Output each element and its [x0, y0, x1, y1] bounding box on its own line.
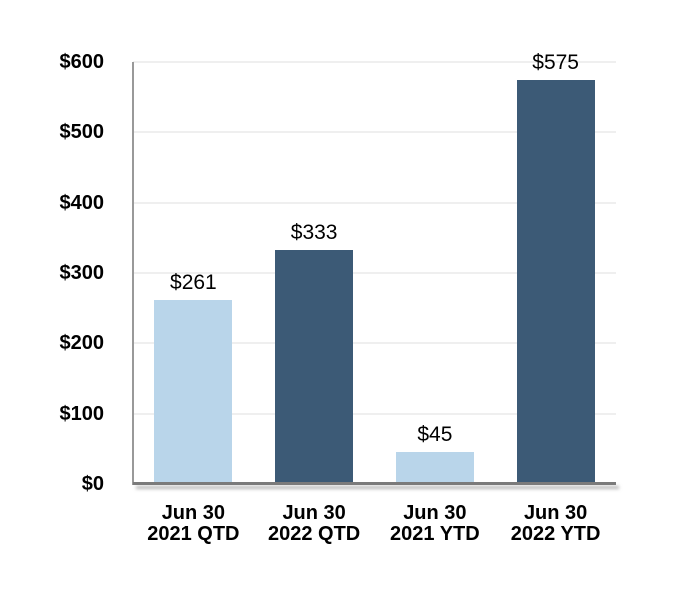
- x-category-line1: Jun 30: [403, 502, 467, 524]
- x-category-line1: Jun 30: [161, 502, 226, 524]
- bar-2: [275, 249, 354, 484]
- y-tick-label: $600: [59, 51, 105, 73]
- x-category-label: Jun 30 2021 YTD: [365, 503, 505, 545]
- x-category-line2: 2022 YTD: [510, 523, 601, 545]
- gridline-600: [133, 61, 616, 63]
- x-category-label: Jun 30 2022 YTD: [486, 503, 626, 545]
- y-tick-label: $0: [81, 473, 104, 495]
- gridline-100: [133, 412, 616, 415]
- x-category-line2: 2022 QTD: [267, 523, 361, 545]
- x-category-label: Jun 30 2021 QTD: [123, 503, 263, 545]
- y-tick-label: $100: [59, 402, 105, 425]
- x-category-line1: Jun 30: [282, 502, 346, 524]
- bar-value-label: $45: [417, 423, 453, 447]
- x-category-line2: 2021 QTD: [147, 523, 240, 545]
- bar-3: [395, 452, 474, 484]
- gridline-500: [133, 131, 616, 134]
- y-tick-label: $200: [59, 332, 105, 355]
- bar-value-label: $261: [170, 271, 217, 295]
- y-tick-label: $400: [59, 191, 105, 214]
- bar-value-label: $575: [532, 50, 579, 74]
- bar-value-label: $333: [290, 220, 338, 244]
- x-category-line1: Jun 30: [523, 502, 588, 524]
- x-category-line2: 2021 YTD: [390, 523, 480, 545]
- y-axis-line: [132, 62, 134, 485]
- x-axis-line: [133, 482, 616, 485]
- bar-1: [154, 300, 233, 484]
- gridline-200: [133, 342, 616, 345]
- x-category-label: Jun 30 2022 QTD: [244, 503, 384, 545]
- y-tick-label: $500: [59, 121, 105, 144]
- gridline-400: [133, 201, 616, 204]
- bar-4: [516, 79, 595, 484]
- y-tick-label: $300: [59, 262, 105, 284]
- gridline-300: [133, 272, 616, 274]
